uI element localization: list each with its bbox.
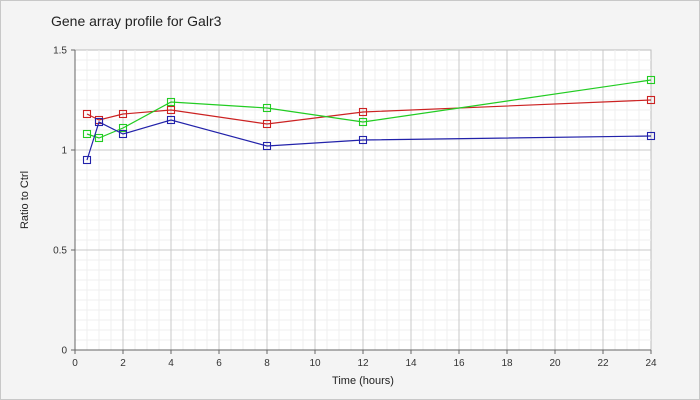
x-tick-label: 24 [645,358,657,369]
data-point-marker [358,107,368,117]
series-line [86,99,652,125]
y-tick-labels: 0 0.5 1 1.5 [53,46,75,357]
data-point-marker [646,131,656,141]
series-2 [82,75,656,143]
data-point-marker [358,117,368,127]
x-tick-label: 4 [168,358,174,369]
data-point-marker [646,95,656,105]
series-line [86,119,652,161]
series-3 [82,115,656,165]
chart-title: Gene array profile for Galr3 [51,13,222,29]
data-point-marker [82,155,92,165]
x-tick-label: 2 [120,358,126,369]
data-point-marker [262,103,272,113]
data-point-marker [82,109,92,119]
data-point-marker [262,141,272,151]
major-gridlines [75,50,651,350]
data-point-marker [94,133,104,143]
data-point-marker [118,129,128,139]
data-point-marker [646,75,656,85]
data-point-marker [82,129,92,139]
data-point-marker [262,119,272,129]
x-tick-label: 6 [216,358,222,369]
x-axis-title: Time (hours) [332,375,394,387]
data-point-marker [166,115,176,125]
data-point-marker [166,105,176,115]
x-tick-label: 20 [549,358,561,369]
series-layer [82,75,656,165]
x-tick-label: 10 [309,358,321,369]
y-tick-label: 1 [61,146,67,157]
data-point-marker [118,123,128,133]
x-tick-labels: 0 2 4 6 8 10 12 14 16 18 20 22 24 [72,350,657,369]
data-point-marker [118,109,128,119]
x-tick-label: 22 [597,358,609,369]
y-tick-label: 1.5 [53,46,67,57]
data-point-marker [358,135,368,145]
x-tick-label: 14 [405,358,417,369]
y-tick-label: 0.5 [53,246,67,257]
y-axis-title: Ratio to Ctrl [19,171,31,229]
data-point-marker [166,97,176,107]
axes [71,50,651,354]
x-tick-label: 12 [357,358,369,369]
x-tick-label: 0 [72,358,78,369]
series-line [86,79,652,139]
y-tick-label: 0 [61,346,67,357]
x-tick-label: 8 [264,358,270,369]
x-tick-label: 18 [501,358,513,369]
data-point-marker [94,117,104,127]
x-tick-label: 16 [453,358,465,369]
